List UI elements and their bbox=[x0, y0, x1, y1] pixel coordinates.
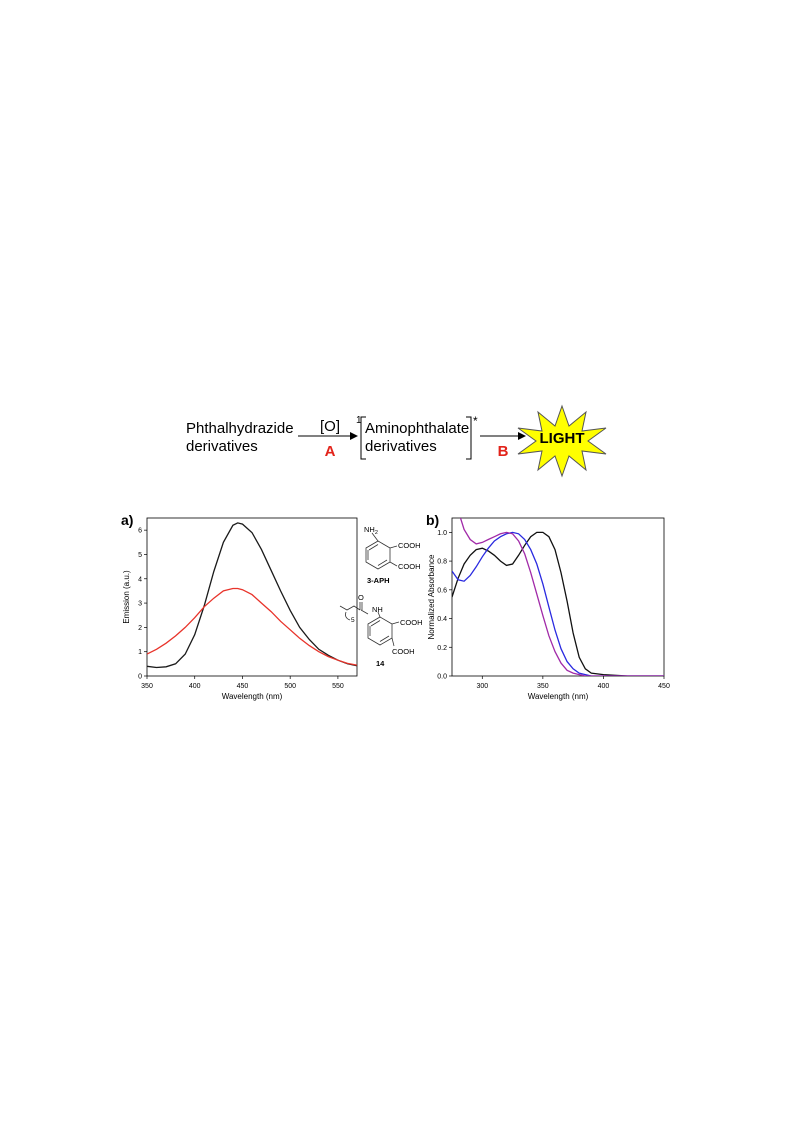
y-tick-label: 1.0 bbox=[437, 530, 447, 537]
c14-sub: 5 bbox=[351, 617, 355, 624]
c14-cooh-top: COOH bbox=[400, 618, 423, 627]
y-tick-label: 1 bbox=[138, 649, 142, 656]
y-tick-label: 0.2 bbox=[437, 645, 447, 652]
aph-cooh-bottom: COOH bbox=[398, 562, 421, 571]
panel-b-label: b) bbox=[426, 512, 440, 528]
series-line-0 bbox=[452, 531, 664, 676]
product-label: Aminophthalate derivatives bbox=[365, 420, 469, 456]
y-tick-label: 0.0 bbox=[437, 674, 447, 681]
y-tick-label: 3 bbox=[138, 601, 142, 608]
absorbance-chart: 300 350 400 450 0.0 0.2 0.4 0.6 0.8 1.0 Wavelength… bbox=[427, 517, 670, 701]
aph-cooh-top: COOH bbox=[398, 541, 421, 550]
light-label: LIGHT bbox=[539, 430, 585, 447]
arrow-b bbox=[480, 432, 526, 440]
y-tick-label: 6 bbox=[138, 528, 142, 535]
oxidant-label: [O] bbox=[319, 418, 340, 435]
c14-nh: NH bbox=[372, 605, 383, 614]
series-line-0 bbox=[147, 522, 357, 669]
x-tick-label: 350 bbox=[141, 683, 153, 690]
x-tick-label: 400 bbox=[189, 683, 201, 690]
y-axis-label: Emission (a.u.) bbox=[122, 570, 131, 624]
y-tick-label: 2 bbox=[138, 625, 142, 632]
compound-14-structure bbox=[339, 602, 400, 647]
y-axis-label: Normalized Absorbance bbox=[427, 554, 436, 639]
singlet-superscript: 1 bbox=[356, 415, 362, 426]
y-tick-label: 0.6 bbox=[437, 587, 447, 594]
chemical-structures: NH2 COOH COOH 3-APH O NH 5 COOH COOH 14 bbox=[339, 525, 423, 668]
x-tick-label: 450 bbox=[237, 683, 249, 690]
step-b-label: B bbox=[497, 443, 509, 460]
x-axis-label: Wavelength (nm) bbox=[222, 692, 283, 701]
y-tick-label: 4 bbox=[138, 576, 142, 583]
reactant-line-2: derivatives bbox=[186, 438, 258, 455]
series-line-2 bbox=[459, 518, 664, 676]
emission-chart: 350 400 450 500 550 0 1 2 3 4 5 6 Wavelength (nm) Emi… bbox=[122, 517, 358, 701]
x-tick-label: 400 bbox=[598, 683, 610, 690]
y-tick-label: 0 bbox=[138, 674, 142, 681]
y-tick-label: 0.4 bbox=[437, 616, 447, 623]
series-line-1 bbox=[452, 531, 664, 676]
aph-nh2-text: NH2 bbox=[364, 525, 378, 536]
x-tick-label: 300 bbox=[476, 683, 488, 690]
x-tick-label: 500 bbox=[284, 683, 296, 690]
step-a-label: A bbox=[324, 443, 336, 460]
reactant-line-1: Phthalhydrazide bbox=[186, 420, 294, 437]
light-burst-icon bbox=[517, 404, 607, 478]
x-tick-label: 550 bbox=[332, 683, 344, 690]
c14-o: O bbox=[358, 593, 364, 602]
right-bracket bbox=[466, 416, 472, 460]
x-tick-label: 350 bbox=[537, 683, 549, 690]
excited-superscript: * bbox=[473, 414, 478, 428]
panel-a-label: a) bbox=[121, 512, 134, 528]
arrow-a bbox=[298, 432, 358, 440]
series-line-1 bbox=[147, 587, 357, 666]
aph-name: 3-APH bbox=[367, 576, 390, 585]
reactant-label: Phthalhydrazide derivatives bbox=[186, 420, 294, 456]
x-axis-label: Wavelength (nm) bbox=[528, 692, 589, 701]
product-line-2: derivatives bbox=[365, 438, 437, 455]
c14-name: 14 bbox=[376, 659, 385, 668]
x-tick-label: 450 bbox=[658, 683, 670, 690]
y-tick-label: 5 bbox=[138, 552, 142, 559]
y-tick-label: 0.8 bbox=[437, 559, 447, 566]
left-bracket bbox=[360, 416, 366, 460]
c14-cooh-bottom: COOH bbox=[392, 647, 415, 656]
plot-frame bbox=[146, 517, 358, 677]
aph-structure bbox=[365, 532, 398, 570]
product-line-1: Aminophthalate bbox=[365, 420, 470, 437]
